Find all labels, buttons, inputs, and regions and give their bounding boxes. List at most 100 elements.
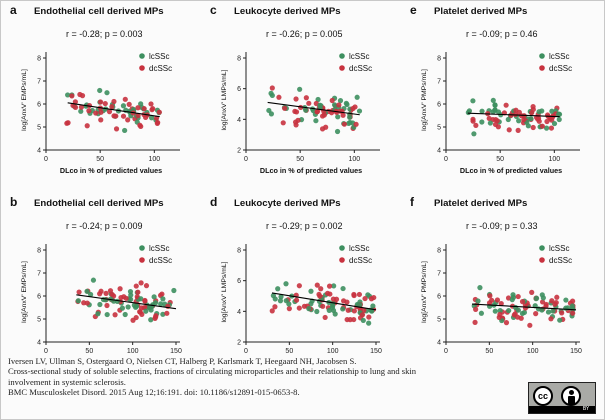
y-tick-label: 8 xyxy=(37,248,41,255)
data-point-lcSSc xyxy=(160,311,166,317)
data-point-dcSSc xyxy=(84,123,90,129)
y-tick-label: 5 xyxy=(37,125,41,132)
panel-letter: f xyxy=(410,195,415,209)
data-point-dcSSc xyxy=(293,122,299,128)
data-point-dcSSc xyxy=(86,108,92,114)
chart-panel-b: b Endothelial cell derived MPs r = -0.24; … xyxy=(10,195,182,355)
data-point-dcSSc xyxy=(111,98,117,105)
data-point-dcSSc xyxy=(330,296,336,302)
citation-title-cont: involvement in systemic sclerosis. xyxy=(8,376,126,387)
data-point-lcSSc xyxy=(340,306,346,312)
data-point-lcSSc xyxy=(335,114,341,120)
legend-label-lcSSc: lcSSc xyxy=(349,52,369,61)
panel-title: Platelet derived MPs xyxy=(434,198,527,209)
data-point-lcSSc xyxy=(490,97,496,104)
data-point-dcSSc xyxy=(133,283,139,289)
data-point-dcSSc xyxy=(118,294,124,301)
data-point-dcSSc xyxy=(135,112,141,119)
y-tick-label: 8 xyxy=(437,248,441,255)
data-point-lcSSc xyxy=(97,87,103,94)
data-point-dcSSc xyxy=(351,308,357,314)
panel-title: Platelet derived MPs xyxy=(434,6,527,17)
y-tick-label: 4 xyxy=(37,148,41,155)
data-point-dcSSc xyxy=(78,104,85,110)
data-point-dcSSc xyxy=(319,126,326,132)
data-point-dcSSc xyxy=(549,298,555,304)
y-tick-label: 6 xyxy=(437,102,441,109)
legend-label-dcSSc: dcSSc xyxy=(349,256,372,265)
data-point-lcSSc xyxy=(556,111,562,117)
regression-line xyxy=(267,101,360,116)
data-point-dcSSc xyxy=(109,104,115,110)
data-point-dcSSc xyxy=(515,127,521,133)
data-point-lcSSc xyxy=(104,90,110,96)
legend-marker-lcSSc xyxy=(339,53,345,59)
legend-label-dcSSc: dcSSc xyxy=(549,64,572,73)
data-point-dcSSc xyxy=(298,104,304,111)
data-point-lcSSc xyxy=(330,303,336,309)
x-tick-label: 150 xyxy=(570,348,582,355)
data-point-lcSSc xyxy=(97,301,103,308)
y-tick-label: 5 xyxy=(437,317,441,324)
correlation-stats: r = -0.26; p = 0.005 xyxy=(266,29,343,39)
data-point-lcSSc xyxy=(516,118,522,124)
data-point-dcSSc xyxy=(503,320,510,326)
data-point-lcSSc xyxy=(492,102,498,108)
data-point-lcSSc xyxy=(127,288,134,295)
data-point-lcSSc xyxy=(479,108,485,114)
y-tick-label: 6 xyxy=(437,294,441,301)
data-point-dcSSc xyxy=(314,108,321,114)
data-point-dcSSc xyxy=(487,293,493,299)
data-point-lcSSc xyxy=(569,303,576,309)
legend-marker-dcSSc xyxy=(339,65,345,71)
data-point-dcSSc xyxy=(141,106,147,112)
data-point-dcSSc xyxy=(293,96,299,102)
data-point-dcSSc xyxy=(547,115,553,122)
data-point-dcSSc xyxy=(137,122,143,128)
legend-marker-dcSSc xyxy=(539,257,545,263)
data-point-dcSSc xyxy=(519,299,526,305)
data-point-lcSSc xyxy=(303,107,309,113)
data-point-dcSSc xyxy=(336,102,342,108)
data-point-lcSSc xyxy=(103,297,109,303)
data-point-dcSSc xyxy=(496,314,502,320)
data-point-dcSSc xyxy=(494,297,501,303)
data-point-dcSSc xyxy=(344,316,350,323)
data-point-lcSSc xyxy=(357,302,363,308)
data-point-dcSSc xyxy=(125,117,131,123)
regression-line xyxy=(67,102,160,118)
data-point-dcSSc xyxy=(76,289,82,295)
data-point-dcSSc xyxy=(296,283,302,289)
data-point-lcSSc xyxy=(366,320,372,326)
data-point-lcSSc xyxy=(148,307,154,313)
data-point-lcSSc xyxy=(331,283,337,289)
chart-panel-e: e Platelet derived MPs r = -0.09; p = 0.46… xyxy=(410,3,580,175)
data-point-dcSSc xyxy=(293,109,300,115)
x-tick-label: 50 xyxy=(296,156,304,163)
data-point-lcSSc xyxy=(330,307,337,314)
data-point-lcSSc xyxy=(90,277,97,283)
data-point-dcSSc xyxy=(535,116,541,122)
data-point-lcSSc xyxy=(138,296,144,302)
data-point-dcSSc xyxy=(98,109,104,115)
citation-journal: BMC Musculoskelet Disord. 2015 Aug 12;16… xyxy=(8,387,300,398)
y-tick-label: 6 xyxy=(37,294,41,301)
data-point-dcSSc xyxy=(142,298,148,304)
y-tick-label: 8 xyxy=(437,56,441,63)
data-point-lcSSc xyxy=(306,306,312,312)
data-point-dcSSc xyxy=(269,308,275,314)
data-point-lcSSc xyxy=(346,120,352,126)
y-tick-label: 4 xyxy=(237,309,241,316)
legend-label-dcSSc: dcSSc xyxy=(149,256,172,265)
cc-by-icon[interactable]: cc BY xyxy=(528,382,596,414)
x-axis-label: DLco in % of predicted values xyxy=(60,166,162,175)
data-point-dcSSc xyxy=(137,309,143,315)
data-point-dcSSc xyxy=(152,314,159,320)
data-point-lcSSc xyxy=(151,294,157,300)
data-point-lcSSc xyxy=(270,293,276,299)
legend-marker-lcSSc xyxy=(339,245,345,251)
data-point-lcSSc xyxy=(551,120,558,127)
citation-authors: Iversen LV, Ullman S, Ostergaard O, Niel… xyxy=(8,356,357,366)
data-point-dcSSc xyxy=(539,123,545,129)
data-point-lcSSc xyxy=(495,109,502,115)
